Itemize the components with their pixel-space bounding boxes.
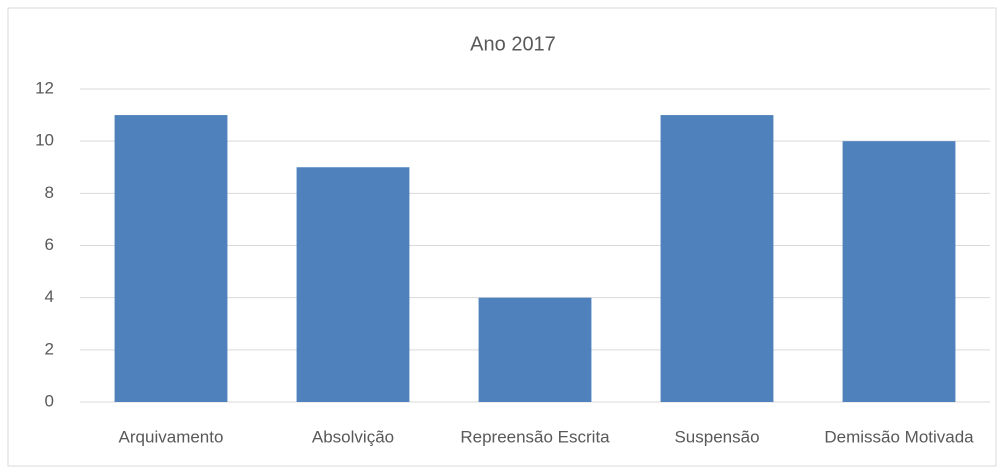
bar (660, 115, 774, 402)
y-tick-label: 0 (45, 391, 54, 410)
x-tick-label: Demissão Motivada (824, 427, 974, 446)
y-tick-label: 8 (45, 183, 54, 202)
x-tick-label: Arquivamento (119, 427, 224, 446)
bar (842, 141, 956, 402)
bar (114, 115, 228, 402)
x-tick-label: Absolvição (312, 427, 394, 446)
bar (296, 167, 410, 402)
chart-title: Ano 2017 (470, 33, 556, 55)
y-tick-label: 2 (45, 339, 54, 358)
y-tick-label: 4 (45, 287, 54, 306)
y-tick-label: 6 (45, 235, 54, 254)
x-tick-label: Suspensão (674, 427, 759, 446)
x-tick-label: Repreensão Escrita (460, 427, 610, 446)
y-tick-label: 12 (35, 78, 54, 97)
bar (478, 297, 592, 402)
y-tick-label: 10 (35, 131, 54, 150)
